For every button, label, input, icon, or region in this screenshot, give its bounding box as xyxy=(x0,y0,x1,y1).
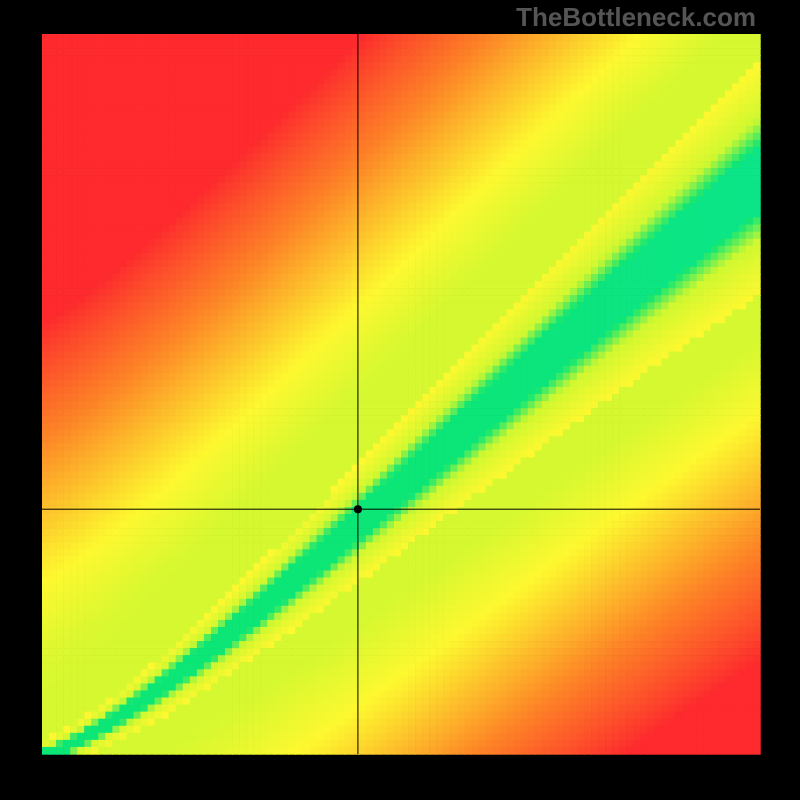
watermark-text: TheBottleneck.com xyxy=(516,2,756,33)
chart-wrapper: { "canvas": { "width": 800, "height": 80… xyxy=(0,0,800,800)
bottleneck-heatmap xyxy=(0,0,800,800)
